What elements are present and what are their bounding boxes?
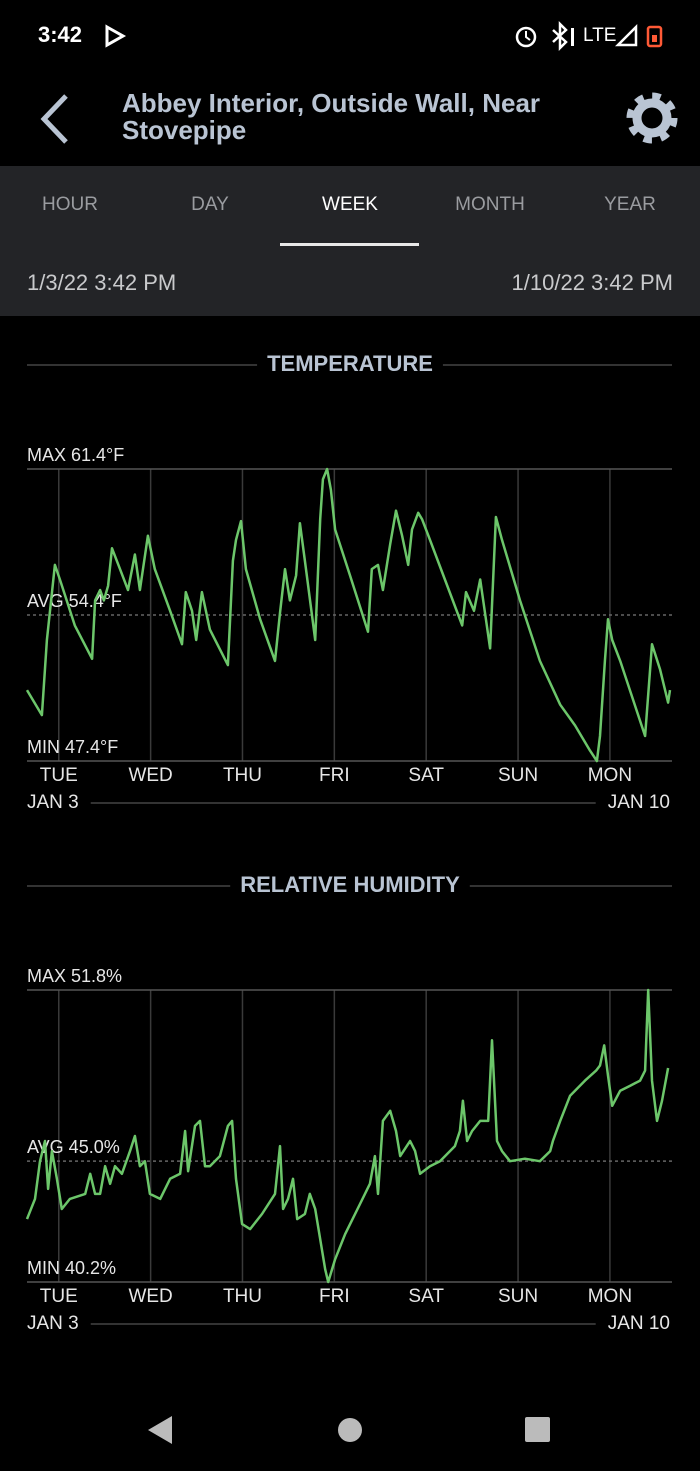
start-label: JAN 3 [27,1313,79,1334]
x-tick-label: SAT [408,1286,444,1307]
y-tick-label: MIN 47.4°F [27,737,118,757]
start-label: JAN 3 [27,792,79,813]
range-start: 1/3/22 3:42 PM [27,270,177,295]
y-tick-label: MAX 61.4°F [27,445,124,465]
settings-button[interactable] [626,92,678,144]
battery-icon [646,25,663,48]
section-title: TEMPERATURE [267,351,433,376]
x-tick-label: FRI [319,765,350,786]
end-label: JAN 10 [608,1313,670,1334]
bluetooth-icon [552,20,568,52]
x-tick-label: SUN [498,1286,538,1307]
y-tick-label: MAX 51.8% [27,966,122,986]
x-tick-label: WED [128,765,172,786]
tab[interactable]: HOUR [42,194,98,215]
signal-icon [614,23,638,47]
nav-home[interactable] [338,1418,362,1442]
y-tick-label: MIN 40.2% [27,1258,116,1278]
back-button[interactable] [40,94,68,144]
x-tick-label: TUE [40,765,78,786]
x-tick-label: FRI [319,1286,350,1307]
x-tick-label: THU [223,765,262,786]
bt-bar [571,28,574,46]
tab[interactable]: MONTH [455,194,525,215]
play-icon [105,24,127,48]
tab[interactable]: YEAR [604,194,656,215]
gear-body [632,98,672,138]
end-label: JAN 10 [608,792,670,813]
y-tick-label: AVG 54.4°F [27,591,122,611]
y-tick-label: AVG 45.0% [27,1137,120,1157]
gear-teeth [626,92,678,144]
x-tick-label: WED [128,1286,172,1307]
data-line [25,988,670,1284]
tab-indicator [280,243,419,246]
range-end: 1/10/22 3:42 PM [511,270,673,295]
network-type: LTE [583,25,616,46]
x-tick-label: TUE [40,1286,78,1307]
tab-bar: 1/3/22 3:42 PM 1/10/22 3:42 PM HOUR DAY WE… [0,166,700,316]
x-tick-label: MON [588,1286,632,1307]
alarm-hands [525,31,531,41]
x-tick-label: SAT [408,765,444,786]
nav-back[interactable] [148,1416,172,1444]
header-title: Abbey Interior, Outside Wall, Near Stove… [122,88,541,145]
battery-level [652,35,657,42]
x-tick-label: SUN [498,765,538,786]
tab[interactable]: DAY [191,194,229,215]
section-title: RELATIVE HUMIDITY [240,872,460,897]
nav-recents[interactable] [525,1417,550,1442]
alarm-icon [515,26,537,48]
x-tick-label: MON [588,765,632,786]
data-line [25,467,672,763]
status-time: 3:42 [38,22,82,47]
x-tick-label: THU [223,1286,262,1307]
tab[interactable]: WEEK [322,194,378,215]
